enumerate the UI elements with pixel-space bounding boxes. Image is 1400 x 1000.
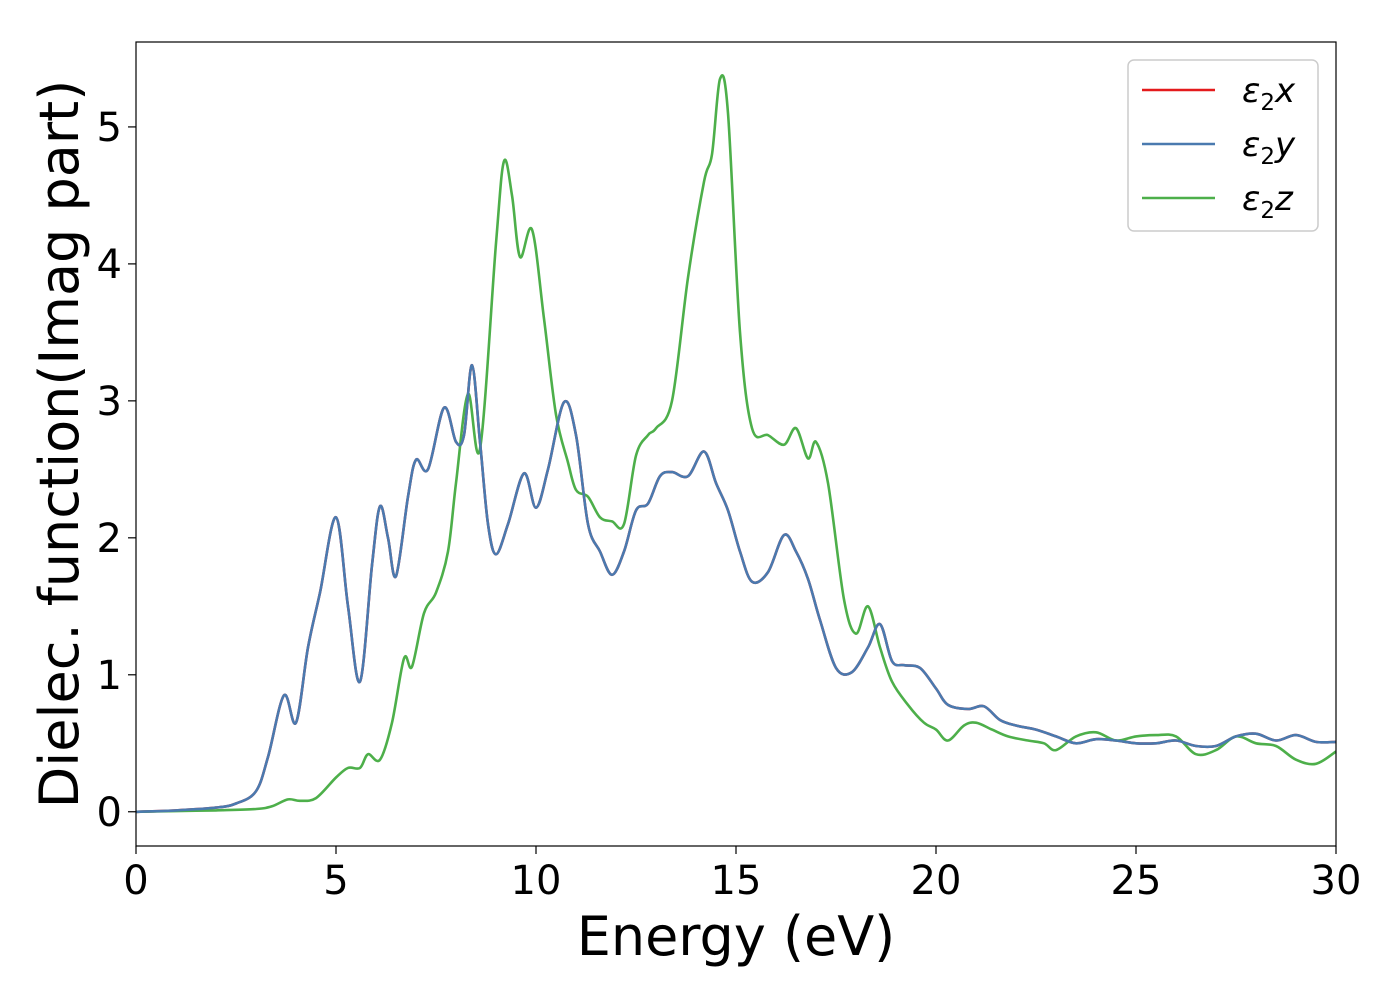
x-tick-label: 5 <box>323 858 348 904</box>
legend-label-y: ε2y <box>1242 125 1296 170</box>
x-axis-title: Energy (eV) <box>577 905 896 968</box>
y-tick-label: 0 <box>97 790 122 836</box>
series-layer <box>135 74 1337 814</box>
x-tick-label: 0 <box>123 858 148 904</box>
legend-label-x: ε2x <box>1242 71 1296 116</box>
x-tick-label: 10 <box>511 858 562 904</box>
y-axis: 0 1 2 3 4 5 <box>97 105 136 836</box>
legend-label-z: ε2z <box>1242 179 1294 224</box>
x-tick-label: 20 <box>911 858 962 904</box>
y-tick-label: 3 <box>97 379 122 425</box>
x-tick-label: 30 <box>1311 858 1362 904</box>
y-tick-label: 5 <box>97 105 122 151</box>
y-tick-label: 1 <box>97 653 122 699</box>
y-axis-title: Dielec. function(Imag part) <box>28 80 91 809</box>
x-tick-label: 25 <box>1111 858 1162 904</box>
legend-box <box>1127 59 1319 232</box>
series-line-y <box>135 363 1337 814</box>
y-tick-label: 4 <box>97 242 122 288</box>
x-tick-label: 15 <box>711 858 762 904</box>
y-tick-label: 2 <box>97 516 122 562</box>
x-axis: 0 5 10 15 20 25 30 <box>123 846 1361 904</box>
legend: ε2x ε2y ε2z <box>1127 59 1319 232</box>
series-line-z <box>135 74 1337 814</box>
